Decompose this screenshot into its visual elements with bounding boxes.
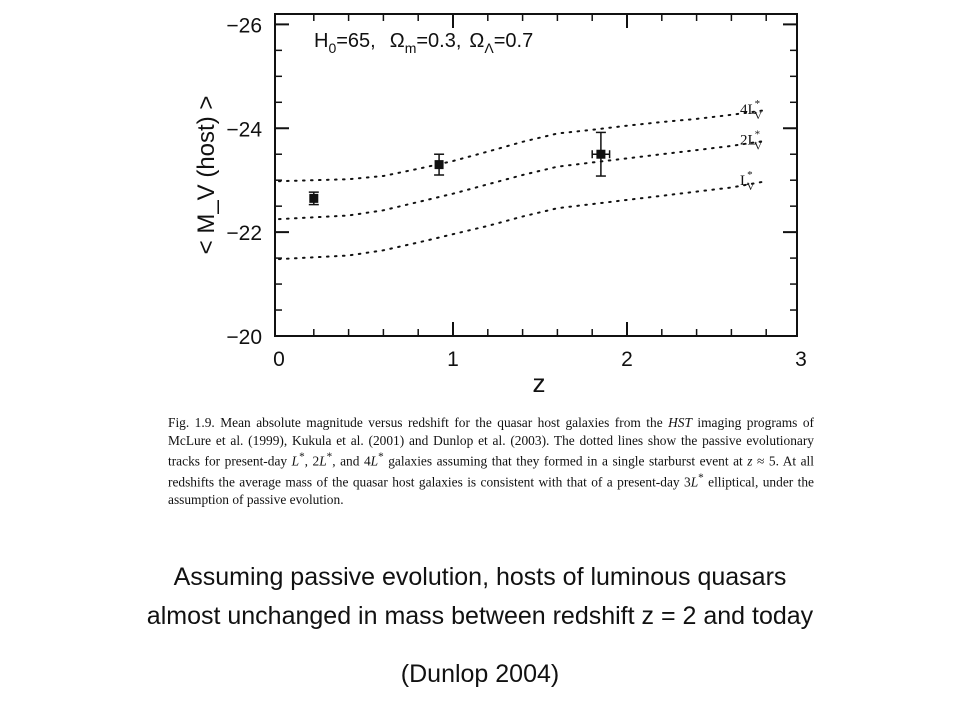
track-label-main: L bbox=[740, 173, 749, 189]
citation: (Dunlop 2004) bbox=[400, 660, 560, 688]
caption-part3: galaxies assuming that they formed in a … bbox=[383, 453, 748, 469]
caption-l1: L bbox=[291, 453, 300, 469]
caption-sup4: * bbox=[698, 472, 704, 485]
track-label-sup: * bbox=[755, 129, 761, 141]
caption-l3: L bbox=[370, 453, 379, 469]
x-axis-label: z bbox=[533, 368, 546, 398]
h0-value: =65, bbox=[336, 30, 375, 52]
track-label: 4L* V bbox=[740, 98, 762, 122]
y-tick-label: −24 bbox=[226, 118, 262, 141]
track-label-sup: * bbox=[747, 169, 753, 181]
plot-frame bbox=[274, 13, 798, 337]
caption-part4: ≈ 5. At all redshifts the average mass o… bbox=[168, 453, 814, 490]
track-label-main: 2L bbox=[740, 133, 757, 149]
caption-l2: L bbox=[319, 453, 327, 469]
caption-hst: HST bbox=[668, 415, 692, 430]
omega-m-value: =0.3, bbox=[416, 30, 461, 52]
data-point bbox=[309, 193, 319, 203]
x-tick-label: 3 bbox=[795, 348, 807, 371]
track-label: 2L* V bbox=[740, 129, 762, 153]
data-point bbox=[596, 149, 606, 159]
y-tick-label: −22 bbox=[226, 222, 262, 245]
caption-sup1: * bbox=[299, 451, 305, 464]
caption-z: z bbox=[747, 453, 753, 469]
track-2lstarv bbox=[278, 139, 768, 221]
y-tick-label: −26 bbox=[226, 14, 262, 37]
cosmology-annotation: H0=65, Ωm=0.3, ΩΛ=0.7 bbox=[314, 30, 533, 56]
caption-sep2: , and 4 bbox=[332, 453, 371, 469]
caption-sep1: , 2 bbox=[304, 453, 320, 469]
y-tick-label: −20 bbox=[226, 326, 262, 349]
figure-caption: Fig. 1.9. Mean absolute magnitude versus… bbox=[168, 414, 814, 509]
caption-part1: Mean absolute magnitude versus redshift … bbox=[214, 415, 669, 430]
track-label: L* V bbox=[740, 169, 755, 193]
data-points bbox=[308, 131, 611, 206]
track-label-sub: V bbox=[754, 141, 762, 153]
tick-labels: 0 1 2 3 −20 −22 −24 −26 bbox=[226, 14, 806, 371]
chart: 0 1 2 3−20−22−24−26 4L* V2L* VL* V H0=65, Ωm=0.… bbox=[193, 13, 807, 398]
track-labels: 4L* V2L* VL* V bbox=[740, 98, 762, 193]
track-label-main: 4L bbox=[740, 102, 757, 118]
omega-l-subscript: Λ bbox=[484, 40, 494, 56]
track-label-sup: * bbox=[755, 98, 761, 110]
tracks bbox=[278, 109, 768, 261]
y-axis-label: < M_V (host) > bbox=[193, 96, 220, 255]
caption-sup3: * bbox=[378, 451, 384, 464]
track-lstarv bbox=[278, 180, 768, 261]
h0-symbol: H bbox=[314, 30, 328, 52]
x-tick-label: 2 bbox=[621, 348, 633, 371]
summary-line-2: almost unchanged in mass between redshif… bbox=[146, 602, 814, 630]
caption-fig-label: Fig. 1.9. bbox=[168, 415, 215, 430]
omega-l-symbol: Ω bbox=[469, 30, 484, 52]
track-4lstarv bbox=[278, 109, 768, 183]
summary-line-1: Assuming passive evolution, hosts of lum… bbox=[173, 563, 787, 591]
omega-l-value: =0.7 bbox=[494, 30, 533, 52]
x-tick-label: 1 bbox=[447, 348, 459, 371]
caption-l4: L bbox=[690, 474, 699, 490]
caption-sup2: * bbox=[326, 451, 333, 464]
omega-m-symbol: Ω bbox=[390, 30, 405, 52]
axis-ticks bbox=[275, 14, 797, 336]
caption-part2: imaging programs of McLure et al. (1999)… bbox=[168, 415, 814, 469]
h0-subscript: 0 bbox=[328, 40, 336, 56]
track-label-sub: V bbox=[747, 181, 755, 193]
x-tick-label: 0 bbox=[273, 348, 285, 371]
omega-m-subscript: m bbox=[405, 40, 417, 56]
track-label-sub: V bbox=[754, 110, 762, 122]
caption-part5: elliptical, under the assumption of pass… bbox=[168, 474, 814, 508]
data-point bbox=[434, 160, 444, 170]
